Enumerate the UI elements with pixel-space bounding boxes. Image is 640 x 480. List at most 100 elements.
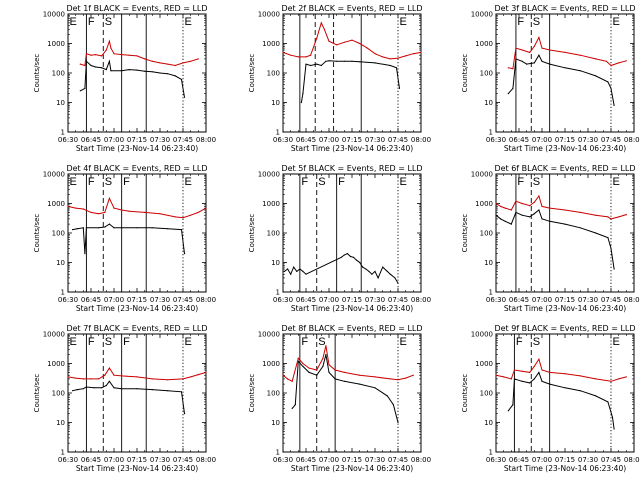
data-point-events xyxy=(512,87,514,89)
series-line-events xyxy=(284,253,399,284)
data-point-events xyxy=(359,61,361,63)
data-point-events xyxy=(283,270,286,272)
detector-panel: Det 4f BLACK = Events, RED = LLD 1 10 100 10… xyxy=(33,164,216,313)
data-point-lld xyxy=(320,22,322,24)
y-tick-label: 10000 xyxy=(471,171,493,179)
y-tick-label: 1 xyxy=(61,289,65,297)
data-point-lld xyxy=(521,370,523,372)
event-marker-label: F xyxy=(88,16,95,28)
data-point-lld xyxy=(121,375,123,377)
data-point-lld xyxy=(322,357,324,359)
data-point-events xyxy=(495,214,497,216)
data-point-events xyxy=(343,254,345,256)
event-marker-label: S xyxy=(105,16,112,28)
y-axis-label: Counts/sec xyxy=(248,374,256,413)
x-tick-label: 07:30 xyxy=(150,456,170,464)
x-tick-label: 06:30 xyxy=(58,456,78,464)
x-tick-label: 06:30 xyxy=(273,456,293,464)
event-marker-label: E xyxy=(70,16,77,28)
x-tick-label: 07:45 xyxy=(601,296,621,304)
x-tick-label: 07:15 xyxy=(127,296,147,304)
x-axis-label: Start Time (23-Nov-14 06:23:40) xyxy=(291,144,413,153)
x-axis-label: Start Time (23-Nov-14 06:23:40) xyxy=(291,464,413,473)
data-point-events xyxy=(293,266,295,268)
data-point-events xyxy=(98,227,100,229)
data-point-lld xyxy=(282,374,284,376)
y-tick-label: 10 xyxy=(484,259,493,267)
data-point-events xyxy=(144,70,146,72)
data-point-lld xyxy=(507,67,509,69)
data-point-lld xyxy=(515,47,517,49)
data-point-lld xyxy=(108,367,110,369)
data-point-lld xyxy=(98,213,100,215)
data-point-lld xyxy=(610,64,612,67)
data-point-lld xyxy=(159,213,161,215)
data-point-events xyxy=(521,60,523,62)
y-tick-label: 10 xyxy=(56,259,65,267)
chart-title: Det 5f BLACK = Events, RED = LLD xyxy=(281,164,422,173)
data-point-lld xyxy=(316,37,318,39)
y-tick-label: 1 xyxy=(489,129,493,137)
data-point-lld xyxy=(75,377,77,379)
x-tick-label: 07:45 xyxy=(388,136,408,144)
data-point-lld xyxy=(174,216,176,218)
data-point-events xyxy=(541,218,543,220)
data-point-events xyxy=(113,227,115,229)
series-line-events xyxy=(291,354,399,423)
data-point-lld xyxy=(610,380,612,382)
data-point-lld xyxy=(521,202,523,205)
data-point-events xyxy=(336,60,338,62)
data-point-events xyxy=(105,384,107,387)
x-tick-label: 07:30 xyxy=(578,456,598,464)
data-point-events xyxy=(300,101,302,104)
x-tick-label: 07:00 xyxy=(532,456,552,464)
data-point-events xyxy=(395,67,398,69)
data-point-events xyxy=(579,390,581,392)
data-point-events xyxy=(108,223,110,225)
series-line-lld xyxy=(67,367,207,381)
x-tick-label: 07:45 xyxy=(388,456,408,464)
chart-title: Det 3f BLACK = Events, RED = LLD xyxy=(494,4,635,13)
event-marker-label: E xyxy=(613,16,620,28)
data-point-events xyxy=(595,232,597,234)
y-axis-label: Counts/sec xyxy=(461,214,469,253)
y-tick-label: 10000 xyxy=(43,171,65,179)
data-point-events xyxy=(108,380,110,382)
y-tick-label: 1 xyxy=(489,449,493,457)
data-point-events xyxy=(180,229,183,231)
data-point-lld xyxy=(412,374,414,376)
data-point-lld xyxy=(182,62,184,64)
data-point-lld xyxy=(90,211,92,213)
x-axis-label: Start Time (23-Nov-14 06:23:40) xyxy=(76,144,198,153)
event-marker-label: S xyxy=(318,176,325,188)
event-marker-label: E xyxy=(613,176,620,188)
data-point-events xyxy=(504,220,506,222)
y-tick-label: 10000 xyxy=(471,11,493,19)
data-point-lld xyxy=(182,217,184,219)
y-tick-label: 1 xyxy=(276,129,280,137)
data-point-lld xyxy=(610,218,612,220)
data-point-lld xyxy=(159,62,161,64)
data-point-events xyxy=(296,270,298,272)
data-point-lld xyxy=(618,62,620,64)
data-point-lld xyxy=(529,51,531,54)
x-tick-label: 08:00 xyxy=(411,456,431,464)
event-marker-label: E xyxy=(70,176,77,188)
x-tick-label: 06:45 xyxy=(81,136,101,144)
y-tick-label: 1 xyxy=(61,129,65,137)
x-tick-label: 06:45 xyxy=(296,296,316,304)
event-marker-label: S xyxy=(533,336,540,348)
y-axis-label: Counts/sec xyxy=(461,54,469,93)
series-line-lld xyxy=(80,39,199,67)
data-point-lld xyxy=(282,51,284,54)
x-tick-label: 07:15 xyxy=(555,296,575,304)
data-point-events xyxy=(529,382,531,384)
data-point-events xyxy=(305,63,307,65)
plot-frame xyxy=(67,13,207,133)
data-point-events xyxy=(316,374,318,376)
data-point-events xyxy=(526,63,528,65)
data-point-events xyxy=(607,81,609,83)
x-tick-label: 07:15 xyxy=(342,456,362,464)
y-tick-label: 1000 xyxy=(262,360,280,368)
y-tick-label: 100 xyxy=(267,70,280,78)
